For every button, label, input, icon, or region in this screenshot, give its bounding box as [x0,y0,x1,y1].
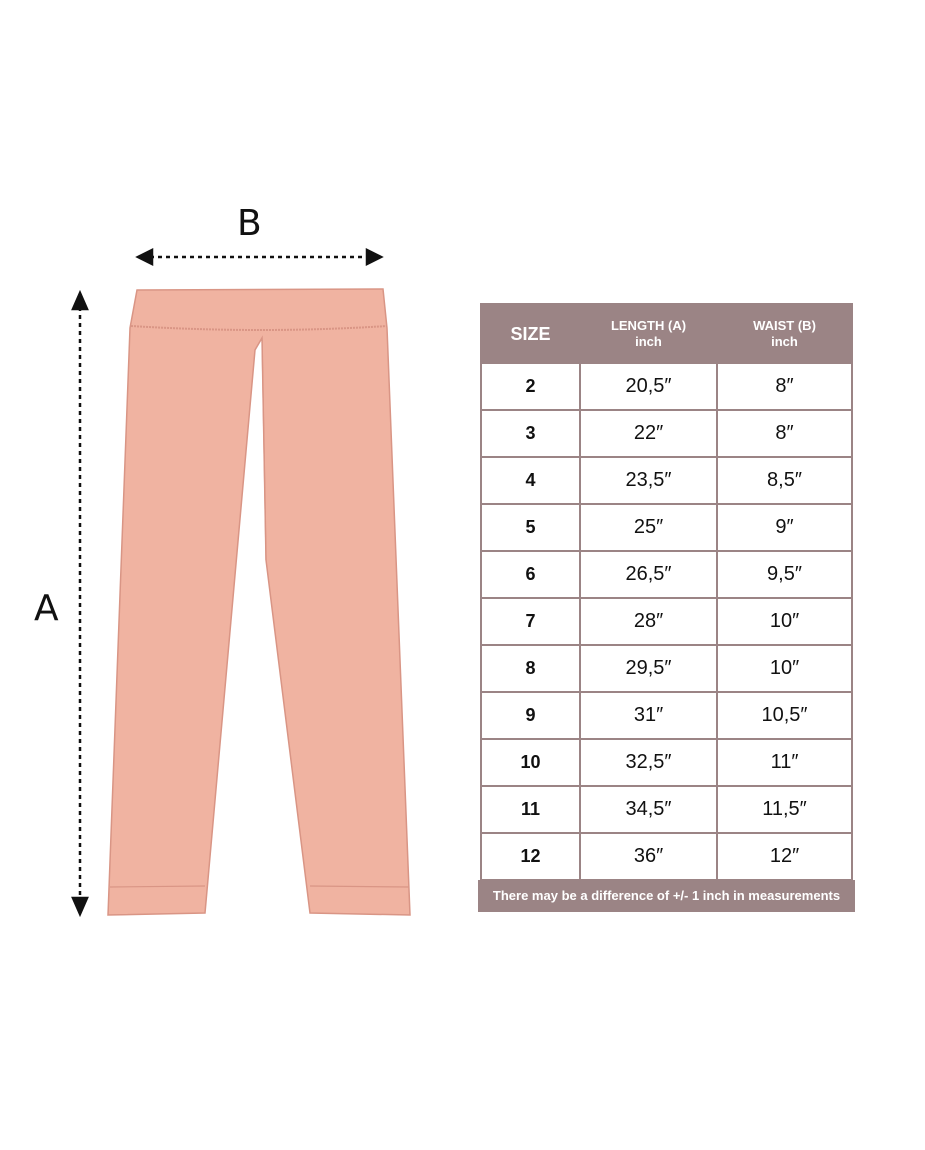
header-size: SIZE [480,303,581,364]
size-cell: 4 [480,456,581,505]
size-chart-table: SIZE LENGTH (A) inch WAIST (B) inch 2 20,5″… [480,303,853,881]
length-cell: 25″ [579,503,718,552]
waist-cell: 8,5″ [716,456,853,505]
table-row: 12 36″ 12″ [480,832,853,881]
table-row: 8 29,5″ 10″ [480,644,853,693]
length-cell: 20,5″ [579,362,718,411]
waist-cell: 12″ [716,832,853,881]
waist-cell: 10,5″ [716,691,853,740]
length-cell: 26,5″ [579,550,718,599]
table-row: 10 32,5″ 11″ [480,738,853,787]
waist-cell: 9″ [716,503,853,552]
size-cell: 8 [480,644,581,693]
waist-arrow-icon [135,247,384,267]
length-cell: 36″ [579,832,718,881]
length-cell: 34,5″ [579,785,718,834]
waist-cell: 11″ [716,738,853,787]
size-cell: 6 [480,550,581,599]
label-b: B [237,203,262,244]
waist-cell: 11,5″ [716,785,853,834]
waist-cell: 9,5″ [716,550,853,599]
length-cell: 32,5″ [579,738,718,787]
length-cell: 29,5″ [579,644,718,693]
table-row: 7 28″ 10″ [480,597,853,646]
leggings [107,288,411,916]
size-cell: 7 [480,597,581,646]
table-row: 3 22″ 8″ [480,409,853,458]
size-cell: 9 [480,691,581,740]
length-cell: 22″ [579,409,718,458]
table-row: 11 34,5″ 11,5″ [480,785,853,834]
table-row: 5 25″ 9″ [480,503,853,552]
size-cell: 5 [480,503,581,552]
waist-cell: 10″ [716,644,853,693]
table-header: SIZE LENGTH (A) inch WAIST (B) inch [480,303,853,364]
length-arrow-icon [71,289,89,918]
size-cell: 12 [480,832,581,881]
header-waist: WAIST (B) inch [716,303,853,364]
size-cell: 2 [480,362,581,411]
length-cell: 23,5″ [579,456,718,505]
size-cell: 11 [480,785,581,834]
table-row: 6 26,5″ 9,5″ [480,550,853,599]
table-row: 2 20,5″ 8″ [480,362,853,411]
size-cell: 3 [480,409,581,458]
header-length: LENGTH (A) inch [579,303,718,364]
size-cell: 10 [480,738,581,787]
length-cell: 31″ [579,691,718,740]
waist-cell: 8″ [716,362,853,411]
waist-cell: 8″ [716,409,853,458]
label-a: A [34,588,59,629]
length-cell: 28″ [579,597,718,646]
waist-cell: 10″ [716,597,853,646]
measurement-note: There may be a difference of +/- 1 inch … [478,880,855,912]
table-row: 4 23,5″ 8,5″ [480,456,853,505]
table-row: 9 31″ 10,5″ [480,691,853,740]
